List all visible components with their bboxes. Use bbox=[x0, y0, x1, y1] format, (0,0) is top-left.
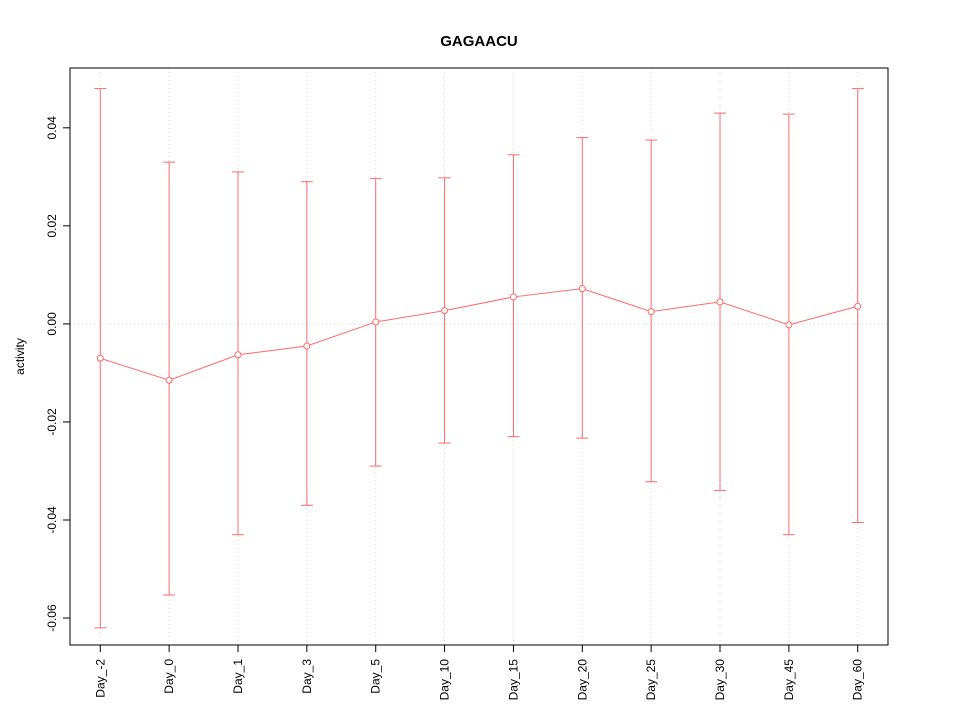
y-tick-label: -0.02 bbox=[45, 408, 59, 436]
x-tick-label: Day_0 bbox=[162, 659, 176, 694]
data-point bbox=[372, 318, 380, 326]
y-tick-label: -0.04 bbox=[45, 506, 59, 534]
x-tick-label: Day_3 bbox=[300, 659, 314, 694]
y-axis-label: activity bbox=[13, 338, 27, 375]
data-point bbox=[441, 307, 449, 315]
y-tick-label: 0.04 bbox=[45, 116, 59, 140]
data-point bbox=[647, 308, 655, 316]
data-point bbox=[785, 321, 793, 329]
data-point bbox=[509, 293, 517, 301]
y-tick-label: -0.06 bbox=[45, 604, 59, 632]
x-tick-label: Day_60 bbox=[851, 659, 865, 701]
y-tick-label: 0.02 bbox=[45, 214, 59, 238]
x-tick-label: Day_1 bbox=[231, 659, 245, 694]
x-tick-label: Day_5 bbox=[369, 659, 383, 694]
x-tick-label: Day_25 bbox=[644, 659, 658, 701]
plot-frame bbox=[69, 67, 889, 646]
data-point bbox=[96, 354, 104, 362]
data-point bbox=[578, 285, 586, 293]
x-tick-label: Day_-2 bbox=[93, 659, 107, 698]
x-tick-label: Day_30 bbox=[713, 659, 727, 701]
data-point bbox=[165, 376, 173, 384]
data-point bbox=[303, 342, 311, 350]
x-tick-label: Day_10 bbox=[438, 659, 452, 701]
x-tick-label: Day_20 bbox=[575, 659, 589, 701]
x-tick-label: Day_15 bbox=[506, 659, 520, 701]
series-line bbox=[100, 288, 858, 381]
data-point bbox=[716, 298, 724, 306]
chart-title: GAGAACU bbox=[440, 33, 518, 50]
y-tick-label: 0.00 bbox=[45, 312, 59, 336]
data-point bbox=[854, 302, 862, 310]
data-point bbox=[234, 351, 242, 359]
x-tick-label: Day_45 bbox=[782, 659, 796, 701]
